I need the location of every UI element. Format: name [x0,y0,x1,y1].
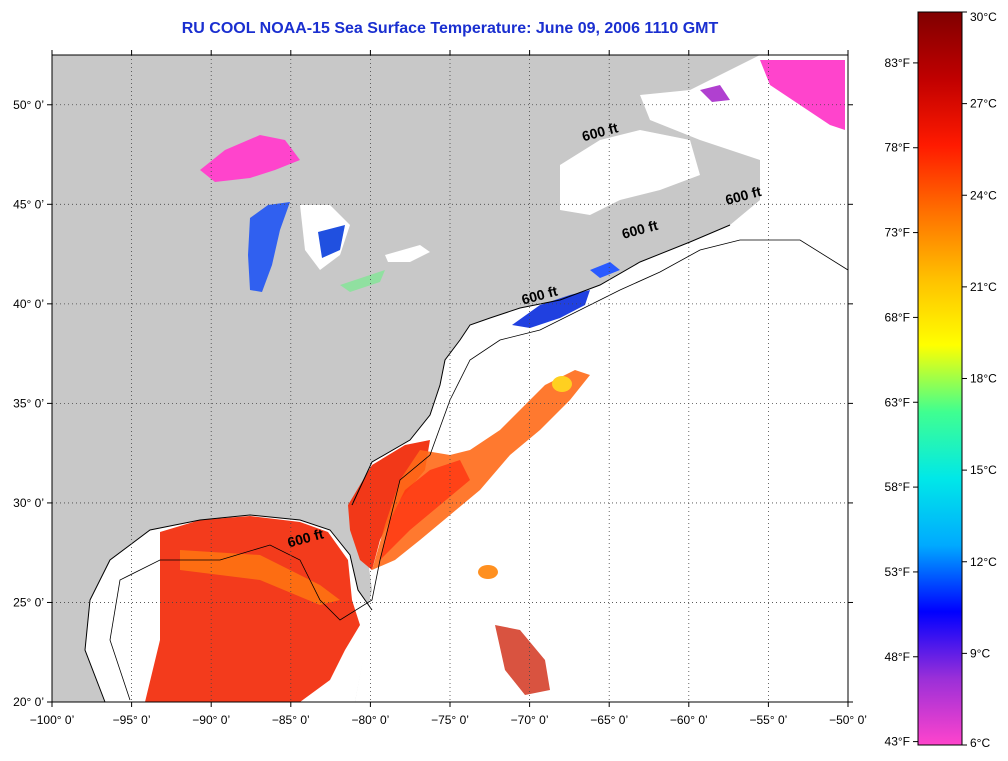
atlantic-ocean [352,55,848,702]
x-tick-label: −85° 0’ [272,713,310,727]
coastline-east [351,224,731,506]
map-panel [52,55,849,703]
colorbar-label-f: 68°F [885,310,910,324]
x-tick-label: −100° 0’ [30,713,75,727]
sst-offshore-eddy [478,565,498,579]
sst-gulf-of-maine [512,290,590,328]
colorbar-label-f: 58°F [885,480,910,494]
colorbar-label-c: 15°C [970,463,997,477]
colorbar-label-f: 43°F [885,735,910,749]
gulf-of-st-lawrence [560,130,700,215]
y-tick-label: 20° 0’ [13,695,44,709]
y-tick-label: 25° 0’ [13,595,44,609]
colorbar-label-c: 6°C [970,736,990,750]
lake-ontario [385,245,430,262]
colorbar-label-f: 48°F [885,650,910,664]
sst-gulf-stream [372,370,590,570]
lake-erie [340,270,385,292]
sst-warm-eddy [552,376,572,392]
colorbar-label-f: 53°F [885,565,910,579]
sst-scotian-shelf [590,262,620,278]
colorbar-label-f: 83°F [885,56,910,70]
x-tick-label: −65° 0’ [590,713,628,727]
sst-newfoundland [700,85,730,102]
caribbean-water [355,600,548,702]
colorbar-label-f: 78°F [885,141,910,155]
colorbar-label-c: 9°C [970,646,990,660]
sst-gulf-of-mexico [145,516,360,702]
colorbar-gradient [917,11,963,746]
lake-superior [200,135,300,182]
colorbar: 6°C 9°C 12°C 15°C 18°C 21°C 24°C 27°C 30°C 43°F 48… [885,10,998,750]
y-tick-label: 35° 0’ [13,396,44,410]
x-tick-label: −50° 0’ [829,713,867,727]
lake-huron-sst [318,225,345,258]
sst-gulf-warm-band [180,550,340,605]
colorbar-label-c: 30°C [970,10,997,24]
colorbar-label-c: 21°C [970,280,997,294]
y-tick-label: 40° 0’ [13,297,44,311]
sst-labrador-sea [760,60,845,130]
colorbar-label-c: 12°C [970,555,997,569]
y-tick-label: 50° 0’ [13,98,44,112]
coastline-gulf [84,514,373,703]
colorbar-label-c: 24°C [970,188,997,202]
colorbar-label-c: 27°C [970,97,997,111]
x-tick-label: −60° 0’ [670,713,708,727]
lake-michigan [248,202,290,292]
x-tick-label: −90° 0’ [192,713,230,727]
x-tick-label: −55° 0’ [749,713,787,727]
x-tick-label: −75° 0’ [431,713,469,727]
chart-title: RU COOL NOAA-15 Sea Surface Temperature:… [181,20,719,37]
x-tick-label: −95° 0’ [113,713,151,727]
map-axes: −100° 0’ −95° 0’ −90° 0’ −85° 0’ −80° 0’ −75°… [13,50,867,727]
colorbar-label-f: 73°F [885,226,910,240]
x-tick-label: −70° 0’ [511,713,549,727]
sst-gulf-stream-core [380,460,470,560]
sst-caribbean-patches [495,625,550,695]
x-tick-label: −80° 0’ [351,713,389,727]
map-frame [51,54,849,703]
graticule [52,55,848,702]
y-tick-label: 45° 0’ [13,197,44,211]
y-tick-label: 30° 0’ [13,496,44,510]
colorbar-label-c: 18°C [970,372,997,386]
colorbar-label-f: 63°F [885,395,910,409]
shelf-contour-600ft [109,239,849,701]
